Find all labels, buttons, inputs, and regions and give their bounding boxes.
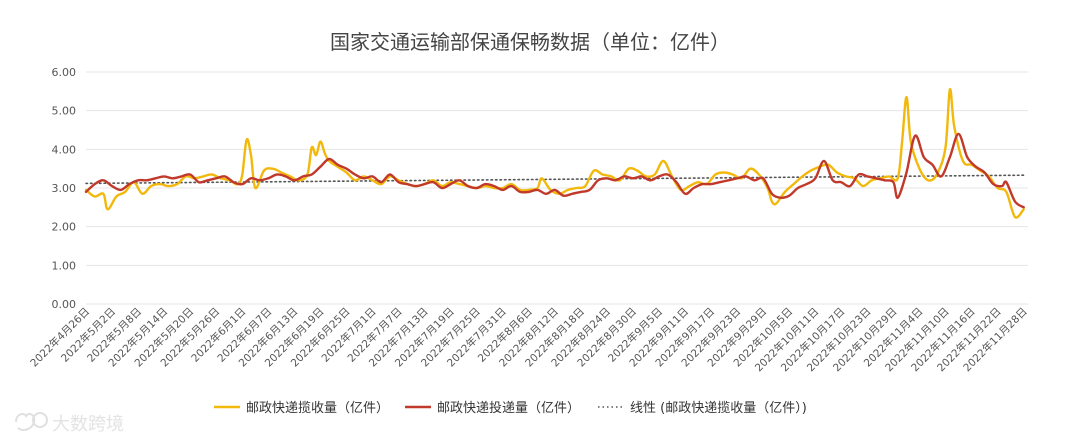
watermark-text: 大数跨境 xyxy=(52,414,124,435)
y-tick-label: 4.00 xyxy=(52,143,77,156)
grid xyxy=(86,71,1028,305)
y-tick-label: 6.00 xyxy=(52,66,77,79)
legend-label-0: 邮政快递揽收量（亿件） xyxy=(246,400,389,416)
series-line-1 xyxy=(84,132,1025,209)
y-tick-label: 3.00 xyxy=(52,182,77,195)
series-line-2 xyxy=(85,174,1025,185)
y-tick-label: 2.00 xyxy=(52,221,77,234)
y-tick-label: 0.00 xyxy=(52,298,77,311)
plot-area xyxy=(84,88,1025,219)
legend: 邮政快递揽收量（亿件） 邮政快递投递量（亿件） 线性 (邮政快递揽收量（亿件）) xyxy=(214,400,807,416)
series-line-0 xyxy=(84,88,1025,219)
legend-label-2: 线性 (邮政快递揽收量（亿件）) xyxy=(630,400,807,416)
chart-title: 国家交通运输部保通保畅数据（单位：亿件） xyxy=(330,30,730,54)
legend-label-1: 邮政快递投递量（亿件） xyxy=(437,400,580,416)
y-tick-label: 1.00 xyxy=(52,259,77,272)
y-axis: 0.00 1.00 2.00 3.00 4.00 5.00 6.00 xyxy=(52,66,77,311)
logo-icon xyxy=(15,412,48,431)
x-axis: 2022年4月26日2022年5月2日2022年5月8日2022年5月14日20… xyxy=(28,305,1030,374)
y-tick-label: 5.00 xyxy=(52,105,77,118)
watermark: 大数跨境 xyxy=(15,412,124,435)
